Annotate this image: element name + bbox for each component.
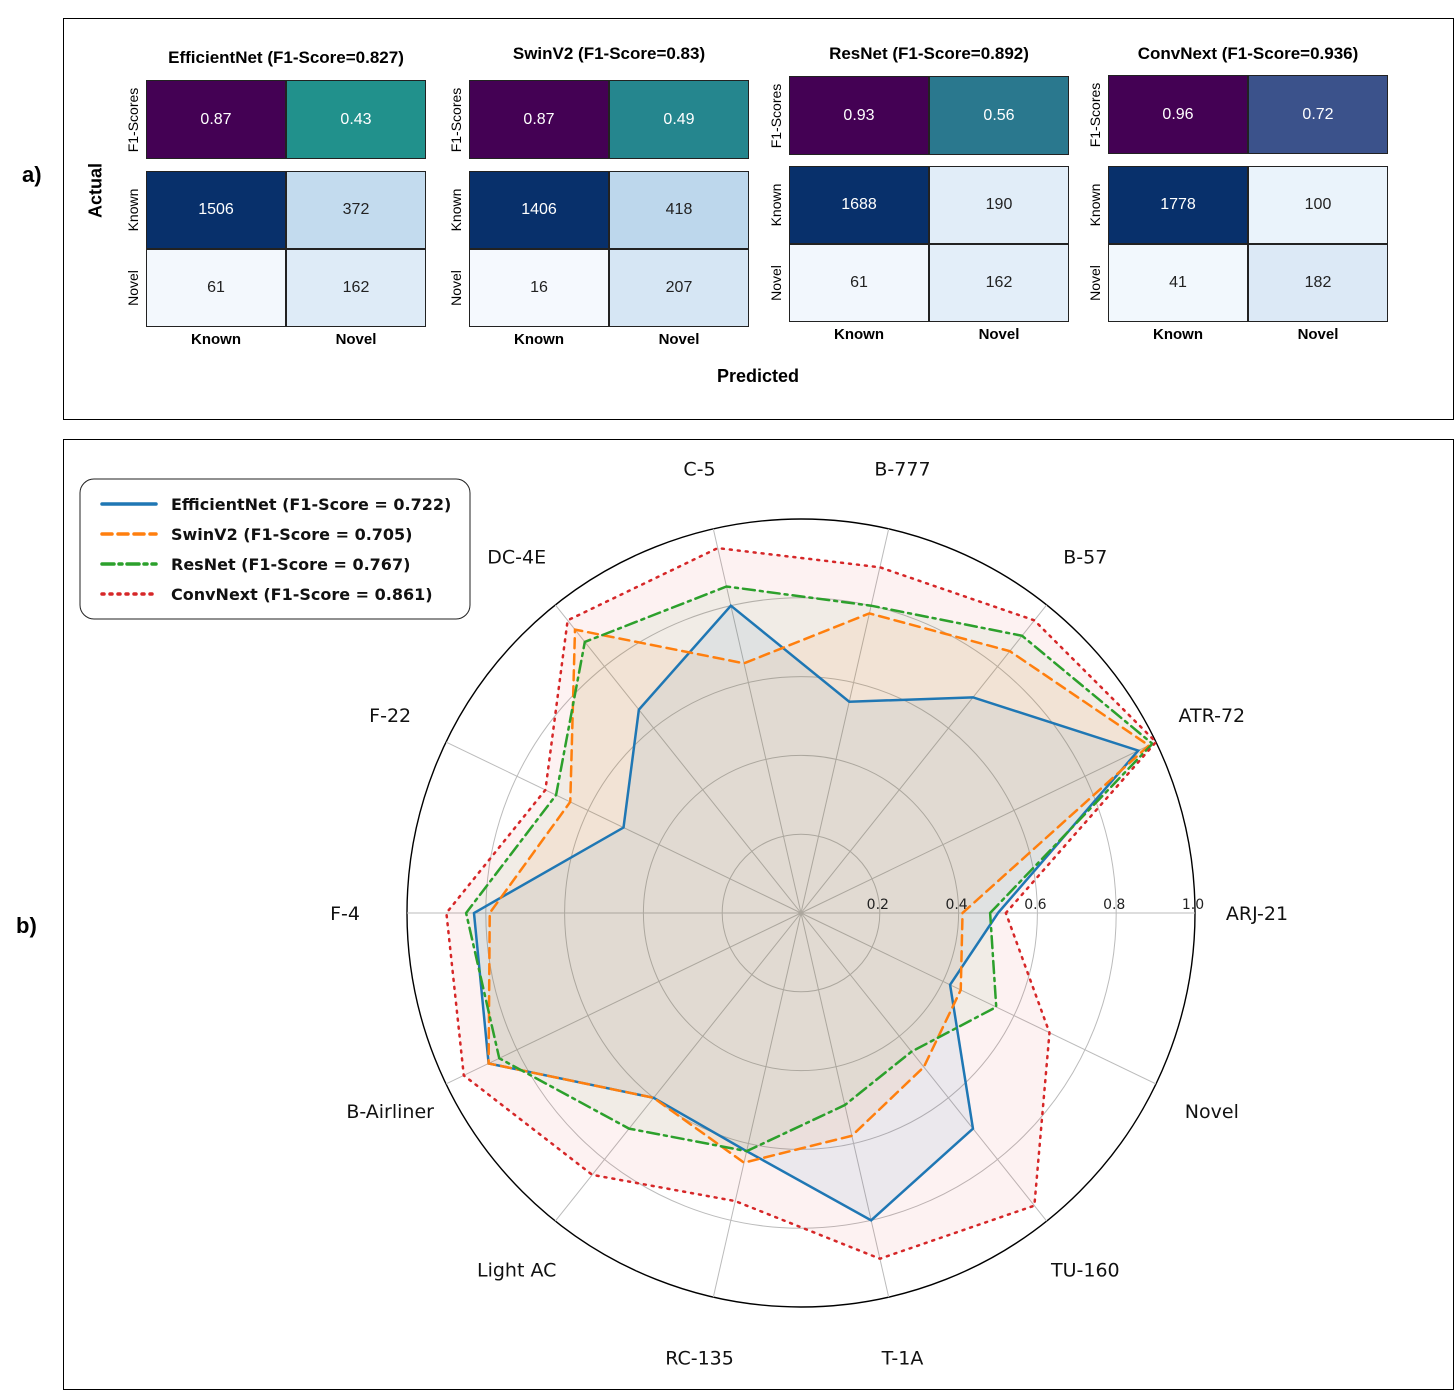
radial-tick-label: 0.8 xyxy=(1103,897,1125,913)
confusion-cell: 207 xyxy=(609,249,749,327)
grid-spoke xyxy=(712,912,802,1298)
confusion-cell: 61 xyxy=(146,249,286,327)
category-label: B-57 xyxy=(1063,546,1107,568)
confusion-cell: 182 xyxy=(1248,244,1388,322)
confusion-cell: 190 xyxy=(929,166,1069,244)
f1-score-cell: 0.87 xyxy=(146,80,286,159)
series-fill xyxy=(446,548,1156,1259)
column-label-known: Known xyxy=(834,326,884,343)
column-label-novel: Novel xyxy=(335,331,377,348)
grid-spoke xyxy=(800,604,1048,914)
radial-tick-label: 1.0 xyxy=(1182,897,1204,913)
series-line xyxy=(487,612,1151,1165)
matrix-title: ResNet (F1-Score=0.892) xyxy=(829,44,1029,63)
category-label: F-22 xyxy=(369,705,411,727)
matrix-title: EfficientNet (F1-Score=0.827) xyxy=(168,48,404,67)
category-label: C-5 xyxy=(683,458,715,480)
category-label: ARJ-21 xyxy=(1226,903,1288,925)
series-line xyxy=(464,585,1155,1153)
confusion-cell: 61 xyxy=(789,244,929,322)
grid-spoke xyxy=(554,912,802,1222)
matrix-title: SwinV2 (F1-Score=0.83) xyxy=(512,44,706,63)
series-line xyxy=(472,603,1141,1222)
grid-spoke xyxy=(800,741,1157,914)
f1-score-cell: 0.43 xyxy=(286,80,426,159)
category-label: ATR-72 xyxy=(1179,705,1246,727)
radial-tick-label: 0.4 xyxy=(945,897,967,913)
f1-score-cell: 0.93 xyxy=(789,76,929,155)
legend-entry: EfficientNet (F1-Score = 0.722) xyxy=(171,495,451,514)
confusion-cell: 41 xyxy=(1108,244,1248,322)
panel-b-label: b) xyxy=(16,913,37,938)
confusion-cell: 1688 xyxy=(789,166,929,244)
category-label: B-Airliner xyxy=(346,1101,434,1123)
category-label: DC-4E xyxy=(487,546,546,568)
grid-spoke xyxy=(554,604,802,914)
f1-score-cell: 0.72 xyxy=(1248,75,1388,154)
confusion-cell: 418 xyxy=(609,171,749,249)
confusion-cell: 1406 xyxy=(469,171,609,249)
category-label: Light AC xyxy=(477,1260,556,1282)
series-fill xyxy=(488,613,1149,1163)
confusion-cell: 162 xyxy=(286,249,426,327)
legend-entry: ResNet (F1-Score = 0.767) xyxy=(171,555,410,574)
column-label-known: Known xyxy=(1153,326,1203,343)
radial-tick-label: 0.2 xyxy=(867,897,889,913)
f1-score-cell: 0.56 xyxy=(929,76,1069,155)
column-label-novel: Novel xyxy=(978,326,1020,343)
panel-a-label: a) xyxy=(22,162,42,187)
f1-score-cell: 0.49 xyxy=(609,80,749,159)
grid-spoke xyxy=(445,912,802,1085)
category-label: T-1A xyxy=(881,1348,924,1370)
legend-entry: SwinV2 (F1-Score = 0.705) xyxy=(171,525,413,544)
confusion-cell: 1778 xyxy=(1108,166,1248,244)
category-label: B-777 xyxy=(874,458,930,480)
matrix-title: ConvNext (F1-Score=0.936) xyxy=(1137,44,1359,63)
grid-spoke xyxy=(712,528,802,914)
legend-entry: ConvNext (F1-Score = 0.861) xyxy=(171,585,433,604)
confusion-cell: 16 xyxy=(469,249,609,327)
category-label: TU-160 xyxy=(1050,1260,1120,1282)
confusion-cell: 100 xyxy=(1248,166,1388,244)
series-fill xyxy=(473,605,1139,1221)
category-label: RC-135 xyxy=(665,1348,734,1370)
category-label: F-4 xyxy=(330,903,360,925)
legend-box xyxy=(79,478,471,620)
grid-spoke xyxy=(800,912,1157,1085)
radial-tick-label: 0.6 xyxy=(1024,897,1046,913)
confusion-cell: 372 xyxy=(286,171,426,249)
predicted-axis-title: Predicted xyxy=(716,366,800,386)
confusion-cell: 1506 xyxy=(146,171,286,249)
grid-spoke xyxy=(800,528,890,914)
f1-score-cell: 0.96 xyxy=(1108,75,1248,154)
column-label-known: Known xyxy=(514,331,564,348)
confusion-cell: 162 xyxy=(929,244,1069,322)
f1-score-cell: 0.87 xyxy=(469,80,609,159)
column-label-novel: Novel xyxy=(1297,326,1339,343)
grid-spoke xyxy=(800,912,1048,1222)
column-label-novel: Novel xyxy=(658,331,700,348)
category-label: Novel xyxy=(1185,1101,1239,1123)
column-label-known: Known xyxy=(191,331,241,348)
